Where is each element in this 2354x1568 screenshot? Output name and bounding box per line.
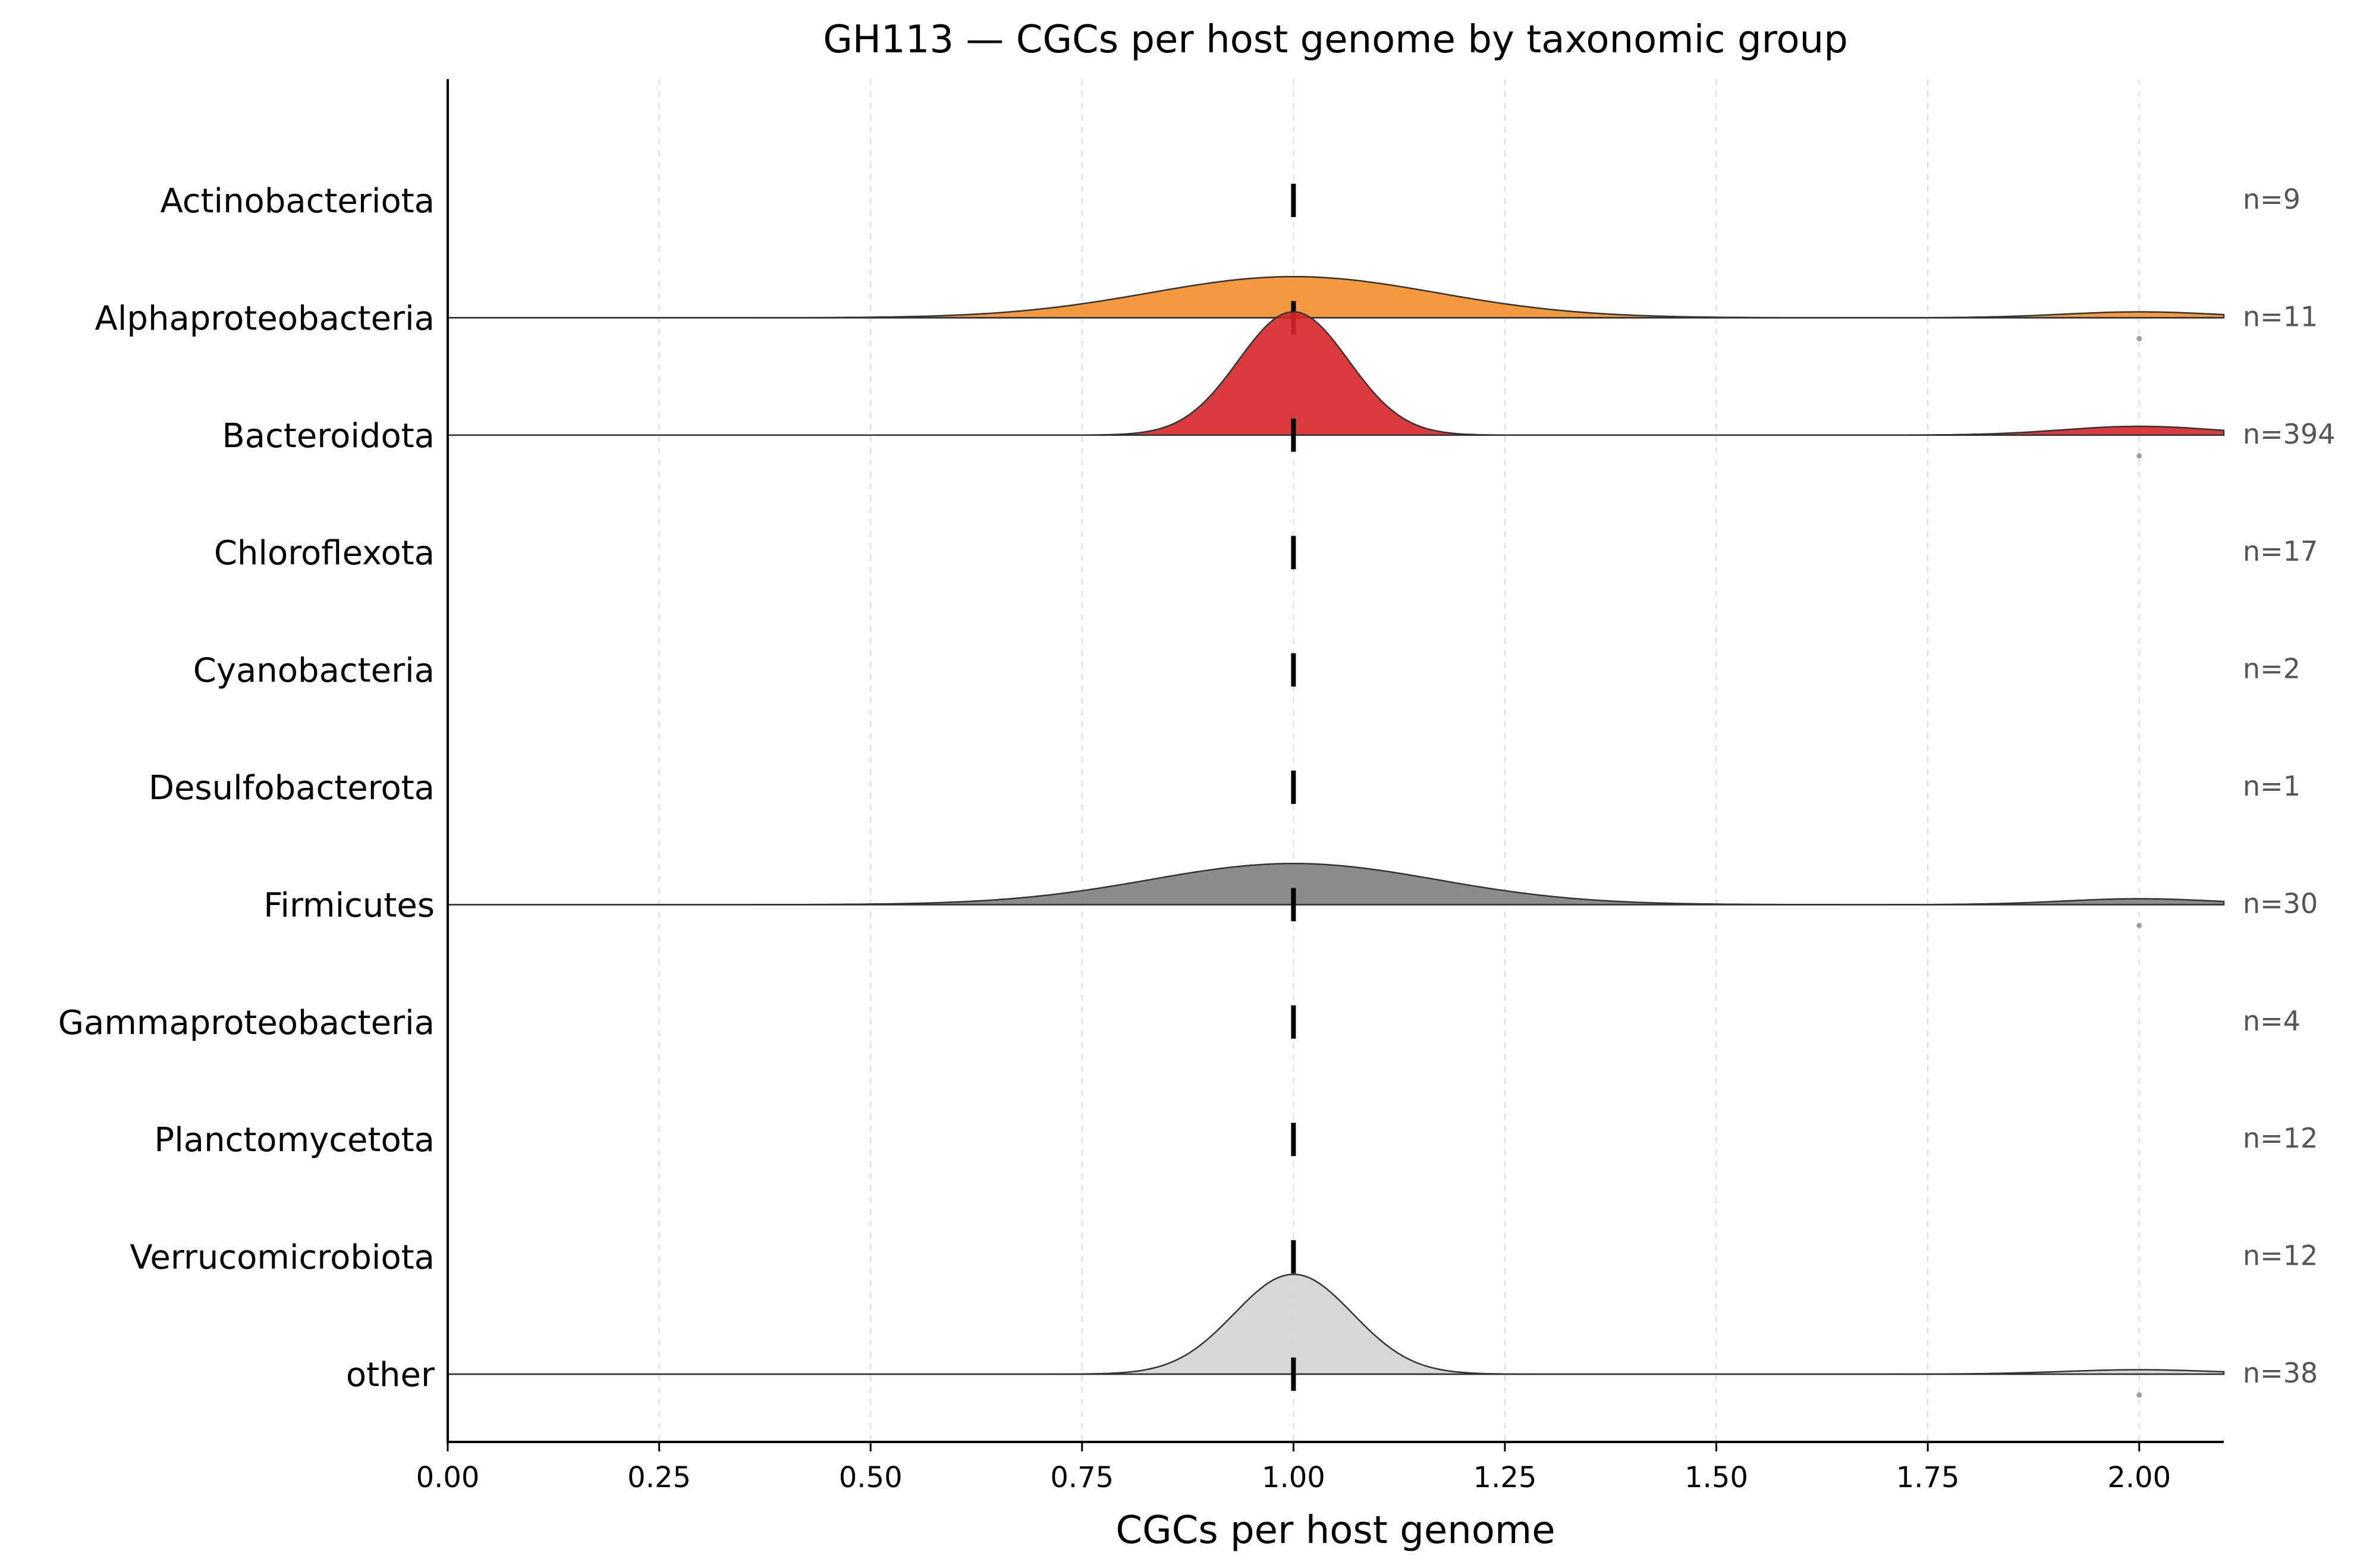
group-label: Alphaproteobacteria <box>95 299 435 338</box>
sample-size-label: n=12 <box>2243 1122 2318 1154</box>
density-ridges <box>448 184 2225 1398</box>
sample-size-label: n=38 <box>2243 1357 2318 1389</box>
group-label: Planctomycetota <box>154 1121 435 1159</box>
sample-size-label: n=2 <box>2243 653 2300 685</box>
x-tick-label: 0.50 <box>839 1461 903 1494</box>
x-tick-label: 0.25 <box>627 1461 691 1494</box>
x-tick-label: 2.00 <box>2107 1461 2171 1494</box>
x-ticks: 0.00 0.25 0.50 0.75 1.00 1.25 1.50 1.75 2.00 <box>416 1442 2171 1494</box>
ridge-firmicutes <box>448 862 2225 928</box>
outlier-point <box>2136 335 2142 341</box>
group-label: Verrucomicrobiota <box>130 1239 435 1277</box>
chart-title: GH113 — CGCs per host genome by taxonomi… <box>823 18 1848 62</box>
outlier-point <box>2136 922 2142 928</box>
x-tick-label: 0.75 <box>1050 1461 1114 1494</box>
sample-size-label: n=394 <box>2243 418 2336 450</box>
sample-size-label: n=12 <box>2243 1240 2318 1272</box>
x-axis-label: CGCs per host genome <box>1115 1509 1555 1553</box>
outlier-point <box>2136 1392 2142 1398</box>
y-labels: Actinobacteriota Alphaproteobacteria Bacte… <box>58 182 435 1394</box>
group-label: Bacteroidota <box>222 417 435 455</box>
sample-size-label: n=30 <box>2243 887 2318 919</box>
sample-size-label: n=1 <box>2243 770 2300 802</box>
ridge-other <box>448 1273 2225 1398</box>
group-label: Actinobacteriota <box>160 182 435 221</box>
group-label: Cyanobacteria <box>193 652 435 690</box>
x-tick-label: 1.00 <box>1262 1461 1325 1494</box>
x-tick-label: 1.50 <box>1684 1461 1748 1494</box>
sample-size-label: n=11 <box>2243 300 2318 332</box>
x-tick-label: 1.75 <box>1896 1461 1960 1494</box>
sample-size-label: n=4 <box>2243 1005 2300 1037</box>
group-label: Firmicutes <box>263 886 435 925</box>
sample-size-label: n=17 <box>2243 535 2318 567</box>
outlier-point <box>2136 453 2142 459</box>
x-tick-label: 0.00 <box>416 1461 480 1494</box>
x-tick-label: 1.25 <box>1473 1461 1537 1494</box>
sample-size-label: n=9 <box>2243 183 2300 215</box>
group-label: other <box>346 1356 435 1394</box>
group-label: Desulfobacterota <box>149 769 435 807</box>
n-labels: n=9 n=11 n=394 n=17 n=2 n=1 n=30 n=4 n=12 n=12 n=3… <box>2243 183 2336 1389</box>
group-label: Chloroflexota <box>214 534 435 573</box>
ridge-bacteroidota <box>448 311 2225 459</box>
group-label: Gammaproteobacteria <box>58 1004 435 1042</box>
